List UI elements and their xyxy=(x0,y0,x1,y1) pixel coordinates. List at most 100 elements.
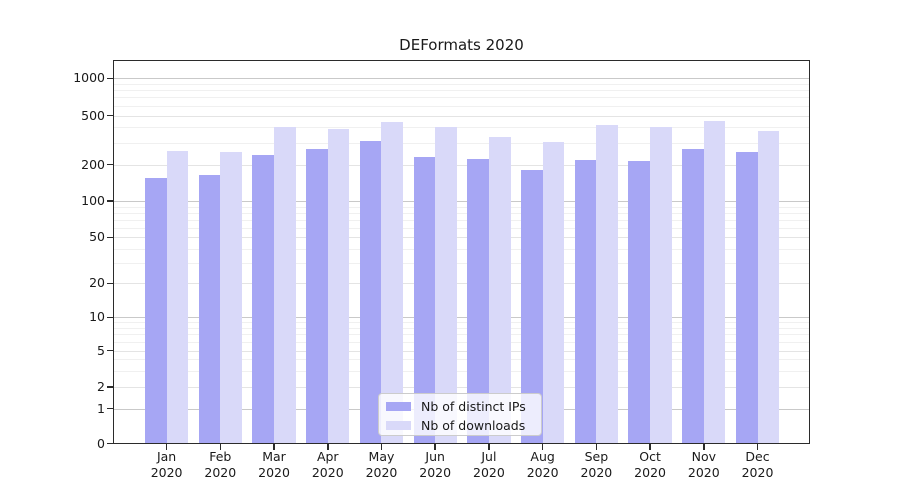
bar-downloads-may xyxy=(381,121,404,444)
y-tick-label: 0 xyxy=(97,435,105,451)
x-tick-label: Jan 2020 xyxy=(139,449,195,480)
gridline-minor xyxy=(114,341,809,343)
x-tick-label: Jun 2020 xyxy=(407,449,463,480)
y-axis-tick xyxy=(107,77,113,80)
gridline-minor xyxy=(114,219,809,221)
x-tick-year: 2020 xyxy=(150,464,183,480)
legend-label-distinct-ips: Nb of distinct IPs xyxy=(421,399,526,414)
gridline-minor xyxy=(114,83,809,85)
y-tick-label: 2 xyxy=(97,379,105,394)
x-axis-tick xyxy=(649,444,651,450)
gridline-minor xyxy=(114,327,809,329)
x-axis-tick xyxy=(380,444,383,450)
gridline-major xyxy=(114,317,809,319)
gridline-minor xyxy=(114,90,809,92)
bar-distinct-ips-jun xyxy=(413,157,436,444)
gridline-major xyxy=(114,387,809,388)
y-axis-tick xyxy=(107,236,113,239)
bar-downloads-oct xyxy=(650,126,672,444)
gridline-minor xyxy=(114,127,809,129)
y-tick-label: 10 xyxy=(89,309,105,325)
y-tick-label: 5 xyxy=(97,342,105,358)
bar-distinct-ips-mar xyxy=(252,155,275,444)
x-tick-year: 2020 xyxy=(258,464,290,480)
x-tick-label: Mar 2020 xyxy=(246,449,302,480)
y-tick-label: 1000 xyxy=(73,70,105,86)
y-axis-tick xyxy=(107,114,113,117)
x-tick-year: 2020 xyxy=(365,464,398,480)
gridline-minor xyxy=(114,97,809,99)
y-axis-tick xyxy=(107,316,113,319)
x-tick-label: Nov 2020 xyxy=(676,449,732,480)
gridline-minor xyxy=(114,105,809,107)
x-tick-year: 2020 xyxy=(741,464,774,480)
bar-distinct-ips-nov xyxy=(682,149,704,444)
bar-distinct-ips-may xyxy=(359,141,382,444)
y-tick-label: 20 xyxy=(89,275,105,291)
x-tick-month: Jul xyxy=(481,449,497,464)
x-tick-month: Apr xyxy=(316,449,339,464)
x-axis-tick xyxy=(434,444,436,450)
x-tick-label: Feb 2020 xyxy=(192,449,248,480)
bar-downloads-mar xyxy=(274,126,296,444)
chart-title: DEFormats 2020 xyxy=(399,36,524,54)
gridline-minor xyxy=(114,248,809,250)
gridline-major xyxy=(114,237,809,239)
y-axis-tick xyxy=(107,442,113,445)
legend-label-downloads: Nb of downloads xyxy=(421,418,526,433)
y-tick-label: 50 xyxy=(89,229,105,245)
bar-distinct-ips-apr xyxy=(306,149,328,444)
x-tick-month: Oct xyxy=(639,449,661,464)
gridline-minor xyxy=(114,206,809,208)
y-tick-label: 1 xyxy=(97,400,105,416)
bar-downloads-jul xyxy=(488,136,511,444)
x-tick-label: Oct 2020 xyxy=(622,449,678,480)
x-tick-year: 2020 xyxy=(634,464,666,480)
bar-distinct-ips-oct xyxy=(628,161,651,444)
legend-swatch-downloads xyxy=(386,421,411,430)
y-axis-tick xyxy=(107,349,113,352)
x-tick-label: Aug 2020 xyxy=(515,449,571,480)
x-tick-month: Sep xyxy=(584,449,609,464)
bar-downloads-apr xyxy=(327,128,350,444)
x-tick-year: 2020 xyxy=(687,464,720,480)
x-axis-tick xyxy=(756,444,759,450)
gridline-major xyxy=(114,164,809,166)
x-tick-year: 2020 xyxy=(311,464,344,480)
x-axis-tick xyxy=(219,444,222,450)
x-axis-tick xyxy=(541,444,544,450)
gridline-major xyxy=(114,350,809,352)
gridline-minor xyxy=(114,334,809,336)
x-tick-month: Mar xyxy=(262,449,286,464)
y-axis-tick xyxy=(107,407,113,410)
bar-downloads-jan xyxy=(166,151,189,444)
gridline-minor xyxy=(114,322,809,324)
y-tick-label: 200 xyxy=(81,156,105,172)
y-axis-tick xyxy=(107,386,113,388)
gridline-minor xyxy=(114,227,809,229)
gridline-major xyxy=(114,201,809,202)
gridline-minor xyxy=(114,142,809,144)
x-axis-tick xyxy=(273,444,275,450)
x-axis-tick xyxy=(165,444,168,450)
y-tick-label: 100 xyxy=(81,193,105,208)
gridline-major xyxy=(114,78,809,80)
bar-downloads-aug xyxy=(542,141,565,444)
x-tick-year: 2020 xyxy=(473,464,505,480)
legend-swatch-distinct-ips xyxy=(386,402,411,411)
bar-downloads-jun xyxy=(435,126,457,444)
x-tick-label: Jul 2020 xyxy=(461,449,517,480)
x-tick-month: Dec xyxy=(745,449,770,464)
x-tick-month: Nov xyxy=(691,449,716,464)
y-axis-tick xyxy=(107,282,113,285)
bar-distinct-ips-jul xyxy=(467,159,489,444)
x-tick-label: Apr 2020 xyxy=(300,449,356,480)
x-axis-tick xyxy=(488,444,490,450)
y-axis-tick xyxy=(107,200,113,202)
y-tick-label: 500 xyxy=(81,107,105,123)
x-tick-year: 2020 xyxy=(526,464,559,480)
bar-distinct-ips-feb xyxy=(198,174,221,444)
gridline-minor xyxy=(114,359,809,361)
gridline-major xyxy=(114,283,809,285)
x-tick-label: Dec 2020 xyxy=(730,449,786,480)
